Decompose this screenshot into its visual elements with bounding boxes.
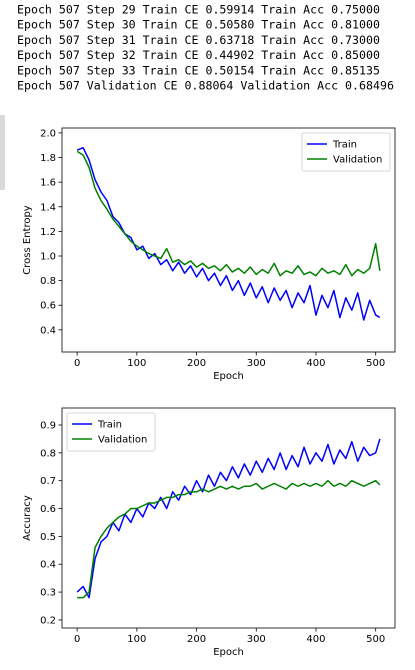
y-tick-label: 1.8 — [40, 153, 56, 164]
y-tick-label: 1.6 — [40, 178, 56, 189]
x-tick-label: 200 — [187, 358, 206, 369]
x-tick-label: 300 — [247, 358, 266, 369]
log-line: Epoch 507 Step 32 Train CE 0.44902 Train… — [17, 48, 380, 62]
x-tick-label: 500 — [366, 358, 385, 369]
y-tick-label: 1.2 — [40, 227, 56, 238]
legend-label: Train — [332, 140, 357, 151]
y-tick-label: 0.6 — [40, 504, 56, 515]
x-tick-label: 400 — [306, 358, 325, 369]
y-tick-label: 0.8 — [40, 448, 56, 459]
axes-frame — [61, 127, 396, 353]
legend-label: Validation — [98, 435, 147, 446]
x-tick-label: 100 — [127, 358, 146, 369]
y-tick-label: 1.0 — [40, 252, 56, 263]
x-tick-label: 0 — [74, 358, 80, 369]
log-line: Epoch 507 Validation CE 0.88064 Validati… — [17, 79, 394, 93]
chart: 0.4 0.6 0.8 1.0 1.2 1.4 1.6 1.8 2.0 0 100 200 300 400… — [22, 127, 396, 382]
legend-box — [301, 132, 391, 172]
legend: Train Validation — [66, 412, 156, 452]
y-tick-label: 0.7 — [40, 476, 56, 487]
y-tick-label: 0.9 — [40, 420, 56, 431]
y-tick-label: 0.8 — [40, 276, 56, 287]
y-tick-label: 2.0 — [40, 128, 56, 139]
x-axis-label: Epoch — [213, 647, 244, 658]
legend-label: Train — [97, 420, 122, 431]
y-tick-label: 0.3 — [40, 588, 56, 599]
y-tick-label: 0.2 — [40, 615, 56, 626]
y-tick-label: 0.4 — [40, 325, 56, 336]
x-tick-label: 400 — [306, 634, 325, 645]
x-tick-label: 500 — [366, 634, 385, 645]
log-line: Epoch 507 Step 31 Train CE 0.63718 Train… — [17, 33, 380, 47]
y-tick-label: 1.4 — [40, 202, 56, 213]
log-line: Epoch 507 Step 30 Train CE 0.50580 Train… — [17, 18, 380, 32]
legend-label: Validation — [333, 155, 382, 166]
x-tick-label: 100 — [127, 634, 146, 645]
x-axis-label: Epoch — [213, 371, 244, 382]
y-tick-label: 0.5 — [40, 532, 56, 543]
chart: 0.2 0.3 0.4 0.5 0.6 0.7 0.8 0.9 0 100 200 300 400 500… — [22, 407, 396, 658]
log-line: Epoch 507 Step 29 Train CE 0.59914 Train… — [17, 3, 380, 17]
y-axis-label: Cross Entropy — [22, 205, 33, 275]
x-tick-label: 200 — [187, 634, 206, 645]
x-tick-label: 0 — [74, 634, 80, 645]
x-tick-label: 300 — [247, 634, 266, 645]
legend-box — [66, 412, 156, 452]
y-axis-label: Accuracy — [22, 495, 33, 541]
axes-frame — [61, 407, 396, 629]
log-line: Epoch 507 Step 33 Train CE 0.50154 Train… — [17, 63, 380, 77]
y-tick-label: 0.6 — [40, 301, 56, 312]
series-line — [77, 479, 381, 599]
series-line — [76, 438, 381, 599]
legend: Train Validation — [301, 132, 391, 172]
series-line — [76, 146, 381, 321]
series-line — [76, 150, 381, 277]
y-tick-label: 0.4 — [40, 560, 56, 571]
scrollbar — [0, 115, 5, 190]
